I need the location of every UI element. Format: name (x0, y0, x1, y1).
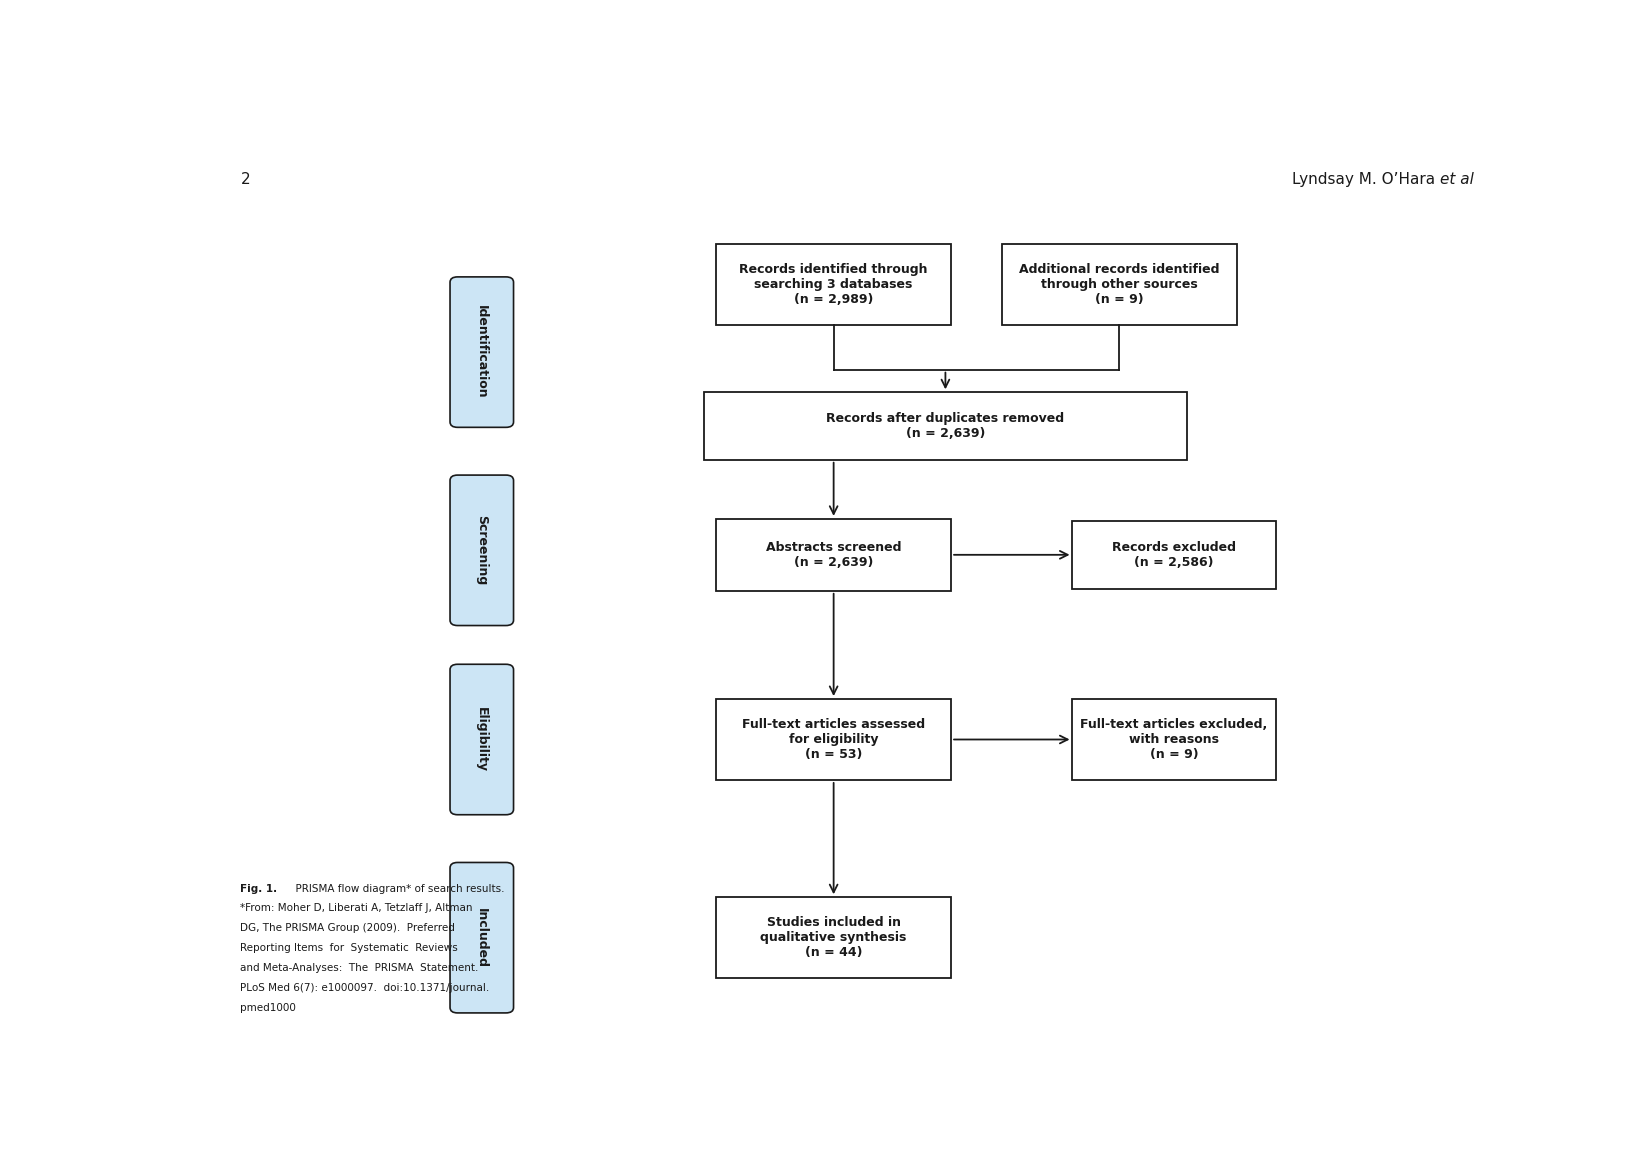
FancyBboxPatch shape (1072, 521, 1275, 589)
Text: Lyndsay M. O’Hara: Lyndsay M. O’Hara (1292, 172, 1439, 187)
Text: Fig. 1.: Fig. 1. (241, 883, 277, 894)
Text: PLoS Med 6(7): e1000097.  doi:10.1371/journal.: PLoS Med 6(7): e1000097. doi:10.1371/jou… (241, 983, 490, 992)
Text: and Meta-Analyses:  The  PRISMA  Statement.: and Meta-Analyses: The PRISMA Statement. (241, 963, 479, 973)
Text: Identification: Identification (475, 305, 488, 399)
Text: Abstracts screened
(n = 2,639): Abstracts screened (n = 2,639) (765, 541, 901, 569)
FancyBboxPatch shape (716, 698, 951, 780)
FancyBboxPatch shape (451, 475, 513, 626)
Text: Lyndsay M. O’Hara: Lyndsay M. O’Hara (1292, 172, 1439, 187)
FancyBboxPatch shape (705, 392, 1187, 460)
Text: Records identified through
searching 3 databases
(n = 2,989): Records identified through searching 3 d… (739, 263, 928, 307)
FancyBboxPatch shape (716, 518, 951, 591)
Text: Full-text articles excluded,
with reasons
(n = 9): Full-text articles excluded, with reason… (1080, 718, 1267, 760)
FancyBboxPatch shape (716, 245, 951, 325)
Text: Records after duplicates removed
(n = 2,639): Records after duplicates removed (n = 2,… (826, 412, 1064, 440)
Text: Full-text articles assessed
for eligibility
(n = 53): Full-text articles assessed for eligibil… (742, 718, 924, 760)
FancyBboxPatch shape (451, 277, 513, 427)
Text: Additional records identified
through other sources
(n = 9): Additional records identified through ot… (1019, 263, 1219, 307)
Text: Screening: Screening (475, 515, 488, 585)
FancyBboxPatch shape (451, 665, 513, 814)
Text: Included: Included (475, 908, 488, 968)
Text: DG, The PRISMA Group (2009).  Preferred: DG, The PRISMA Group (2009). Preferred (241, 923, 456, 934)
Text: *From: Moher D, Liberati A, Tetzlaff J, Altman: *From: Moher D, Liberati A, Tetzlaff J, … (241, 903, 474, 914)
Text: et al: et al (1439, 172, 1473, 187)
Text: 2: 2 (241, 172, 251, 187)
Text: Records excluded
(n = 2,586): Records excluded (n = 2,586) (1111, 541, 1236, 569)
Text: PRISMA flow diagram* of search results.: PRISMA flow diagram* of search results. (288, 883, 505, 894)
Text: pmed1000: pmed1000 (241, 1003, 297, 1012)
Text: Studies included in
qualitative synthesis
(n = 44): Studies included in qualitative synthesi… (760, 916, 906, 959)
Text: Eligibility: Eligibility (475, 707, 488, 772)
FancyBboxPatch shape (716, 897, 951, 978)
FancyBboxPatch shape (1001, 245, 1237, 325)
FancyBboxPatch shape (1072, 698, 1275, 780)
FancyBboxPatch shape (451, 862, 513, 1013)
Text: Reporting Items  for  Systematic  Reviews: Reporting Items for Systematic Reviews (241, 943, 459, 954)
